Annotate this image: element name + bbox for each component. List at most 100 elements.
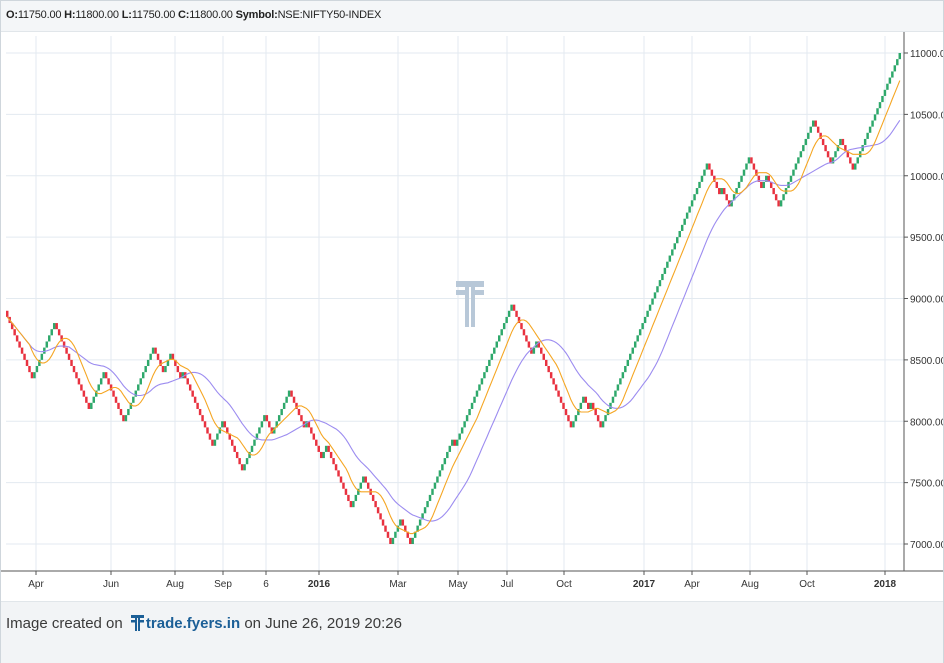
x-tick-label: 2017: [633, 579, 656, 590]
renko-brick-down: [191, 390, 194, 397]
renko-brick-down: [381, 519, 385, 526]
renko-brick-up: [250, 445, 254, 452]
x-tick-label: Oct: [556, 579, 572, 590]
renko-brick-up: [255, 433, 259, 440]
renko-brick-up: [490, 353, 494, 360]
footer-brand-link[interactable]: trade.fyers.in: [145, 615, 241, 632]
renko-brick-up: [451, 439, 454, 446]
high-value: 11800.00: [75, 9, 119, 21]
renko-brick-down: [85, 396, 88, 403]
ohlc-header-bar: O:11750.00 H:11800.00 L:11750.00 C:11800…: [1, 1, 943, 32]
renko-brick-down: [122, 415, 125, 422]
renko-brick-down: [319, 451, 323, 459]
renko-brick-up: [794, 163, 798, 170]
renko-brick-up: [601, 421, 605, 428]
renko-brick-up: [779, 200, 783, 207]
renko-brick-down: [409, 537, 412, 544]
renko-brick-down: [376, 507, 380, 514]
renko-brick-up: [216, 433, 219, 440]
renko-brick-up: [505, 316, 508, 324]
renko-brick-up: [426, 501, 429, 508]
renko-brick-up: [653, 292, 657, 299]
renko-brick-up: [448, 445, 452, 452]
renko-brick-up: [616, 384, 620, 391]
renko-brick-down: [312, 433, 316, 440]
renko-brick-down: [226, 427, 229, 434]
renko-brick-down: [537, 341, 541, 348]
renko-brick-up: [498, 335, 501, 342]
renko-brick-down: [814, 120, 817, 127]
renko-brick-up: [666, 261, 669, 268]
footer-suffix: on June 26, 2019 20:26: [244, 615, 402, 632]
renko-brick-up: [132, 396, 135, 403]
renko-brick-down: [453, 439, 456, 446]
renko-brick-down: [317, 445, 320, 452]
renko-brick-up: [90, 402, 93, 409]
renko-brick-up: [782, 194, 785, 201]
renko-brick-down: [767, 175, 770, 182]
renko-brick-down: [334, 464, 338, 471]
ohlc-readout: O:11750.00 H:11800.00 L:11750.00 C:11800…: [6, 9, 381, 21]
renko-brick-up: [871, 120, 874, 127]
close-value: 11800.00: [189, 9, 233, 21]
renko-brick-up: [436, 476, 439, 483]
x-tick-label: Aug: [166, 579, 184, 590]
renko-brick-up: [218, 427, 222, 434]
renko-brick-down: [13, 329, 16, 336]
renko-brick-down: [230, 439, 234, 446]
symbol-label: Symbol:: [235, 9, 278, 21]
renko-brick-down: [752, 163, 756, 170]
renko-brick-up: [475, 390, 479, 397]
renko-brick-down: [65, 347, 68, 354]
renko-brick-up: [480, 378, 484, 385]
renko-brick-up: [621, 372, 625, 379]
renko-brick-up: [305, 421, 308, 428]
renko-brick-down: [72, 366, 76, 373]
renko-brick-up: [324, 445, 328, 452]
renko-brick-up: [97, 384, 100, 391]
moving-averages: [6, 80, 901, 535]
renko-brick-up: [614, 390, 617, 397]
renko-brick-up: [656, 286, 659, 293]
renko-brick-up: [441, 464, 444, 471]
x-tick-label: 2018: [874, 579, 897, 590]
x-tick-label: Sep: [214, 579, 232, 590]
renko-brick-up: [863, 138, 867, 146]
renko-brick-down: [517, 316, 521, 324]
renko-brick-down: [559, 396, 563, 403]
renko-brick-up: [873, 114, 877, 121]
renko-brick-up: [277, 415, 281, 422]
renko-brick-up: [33, 372, 36, 379]
renko-chart[interactable]: 7000.00 7500.00 8000.00 8500.00 9000.00 9500.…: [1, 32, 943, 601]
renko-brick-up: [50, 329, 53, 336]
renko-brick-up: [391, 537, 395, 544]
renko-brick-down: [332, 458, 335, 465]
renko-brick-up: [92, 396, 95, 403]
renko-brick-up: [577, 408, 580, 416]
renko-brick-down: [238, 458, 241, 465]
renko-brick-up: [661, 273, 664, 281]
renko-brick-down: [80, 384, 83, 391]
low-label: L:: [121, 9, 132, 21]
renko-brick-down: [179, 372, 182, 379]
y-tick-label: 10000.00: [910, 172, 943, 183]
renko-brick-down: [826, 151, 830, 158]
renko-brick-down: [28, 366, 31, 373]
renko-brick-up: [737, 181, 741, 189]
renko-brick-down: [62, 341, 66, 348]
renko-brick-up: [124, 415, 128, 422]
renko-brick-up: [164, 366, 167, 373]
renko-brick-down: [750, 157, 753, 164]
renko-brick-down: [20, 347, 24, 354]
renko-brick-up: [834, 151, 837, 158]
renko-brick-down: [594, 408, 597, 416]
renko-brick-up: [493, 347, 496, 354]
renko-brick-up: [626, 359, 630, 367]
renko-brick-down: [315, 439, 318, 446]
renko-brick-up: [658, 280, 662, 287]
renko-brick-up: [322, 451, 325, 459]
renko-brick-up: [698, 181, 701, 189]
renko-brick-down: [542, 353, 545, 360]
renko-brick-up: [765, 175, 768, 182]
renko-brick-up: [802, 145, 805, 152]
